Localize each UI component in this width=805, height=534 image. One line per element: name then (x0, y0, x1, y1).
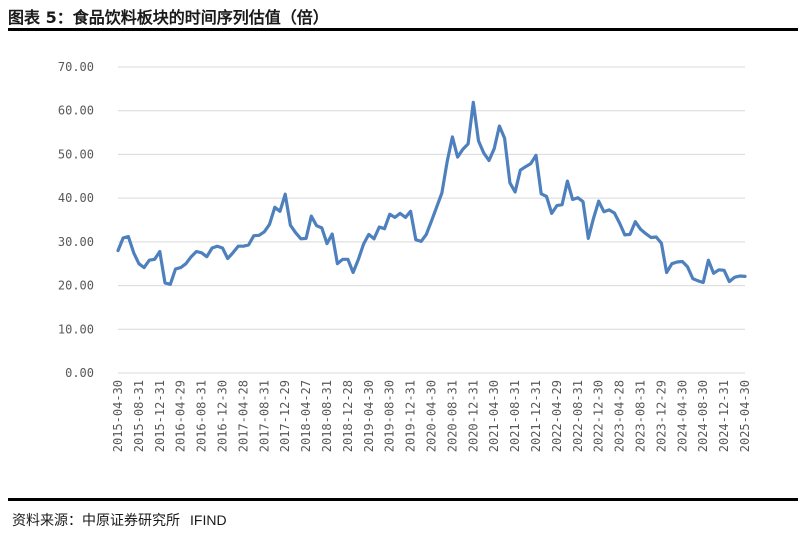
source-vendor: IFIND (190, 512, 227, 528)
x-tick-label: 2021-08-31 (508, 380, 522, 452)
x-tick-label: 2018-08-31 (320, 380, 334, 452)
x-tick-label: 2020-12-31 (466, 380, 480, 452)
bottom-rule (8, 498, 798, 501)
y-tick-label: 40.00 (58, 191, 94, 205)
x-tick-label: 2020-08-31 (445, 380, 459, 452)
source-note: 资料来源：中原证券研究所 IFIND (12, 510, 227, 530)
x-tick-label: 2022-04-29 (550, 380, 564, 452)
x-tick-label: 2016-04-29 (174, 380, 188, 452)
x-tick-label: 2017-08-31 (257, 380, 271, 452)
x-tick-label: 2019-12-31 (404, 380, 418, 452)
y-tick-label: 0.00 (65, 366, 94, 380)
chart-canvas: 0.0010.0020.0030.0040.0050.0060.0070.00 … (58, 60, 752, 452)
y-tick-label: 10.00 (58, 322, 94, 336)
top-rule (8, 28, 798, 31)
source-label: 资料来源：中原证券研究所 (12, 513, 180, 529)
x-axis-ticks: 2015-04-30 2015-08-31 2015-12-31 2016-04-29… (111, 380, 752, 452)
x-tick-label: 2016-12-30 (216, 380, 230, 452)
chart-title: 图表 5：食品饮料板块的时间序列估值（倍） (8, 8, 329, 27)
gridlines (118, 66, 745, 374)
y-tick-label: 50.00 (58, 147, 94, 161)
x-tick-label: 2021-12-31 (529, 380, 543, 452)
y-tick-label: 70.00 (58, 60, 94, 74)
x-tick-label: 2023-04-28 (613, 380, 627, 452)
x-tick-label: 2025-04-30 (738, 380, 752, 452)
x-tick-label: 2024-04-30 (675, 380, 689, 452)
x-tick-label: 2023-08-31 (634, 380, 648, 452)
x-tick-label: 2021-04-30 (487, 380, 501, 452)
x-tick-label: 2017-12-29 (278, 380, 292, 452)
x-tick-label: 2023-12-29 (654, 380, 668, 452)
x-tick-label: 2022-12-30 (592, 380, 606, 452)
y-tick-label: 60.00 (58, 104, 94, 118)
y-axis-ticks: 0.00 10.00 20.00 30.00 40.00 50.00 60.00 70.00 (58, 60, 94, 380)
x-tick-label: 2019-04-30 (362, 380, 376, 452)
x-tick-label: 2022-08-31 (571, 380, 585, 452)
y-tick-label: 20.00 (58, 279, 94, 293)
x-tick-label: 2017-04-28 (236, 380, 250, 452)
x-tick-label: 2015-12-31 (153, 380, 167, 452)
x-tick-label: 2016-08-31 (195, 380, 209, 452)
x-tick-label: 2024-12-31 (717, 380, 731, 452)
y-tick-label: 30.00 (58, 235, 94, 249)
x-tick-label: 2018-04-27 (299, 380, 313, 452)
series-lines (116, 100, 747, 286)
x-tick-label: 2020-04-30 (425, 380, 439, 452)
x-tick-label: 2018-12-28 (341, 380, 355, 452)
x-tick-label: 2015-04-30 (111, 380, 125, 452)
x-tick-label: 2024-08-30 (696, 380, 710, 452)
x-tick-label: 2015-08-31 (132, 380, 146, 452)
x-tick-label: 2019-08-30 (383, 380, 397, 452)
series-line (116, 100, 747, 286)
